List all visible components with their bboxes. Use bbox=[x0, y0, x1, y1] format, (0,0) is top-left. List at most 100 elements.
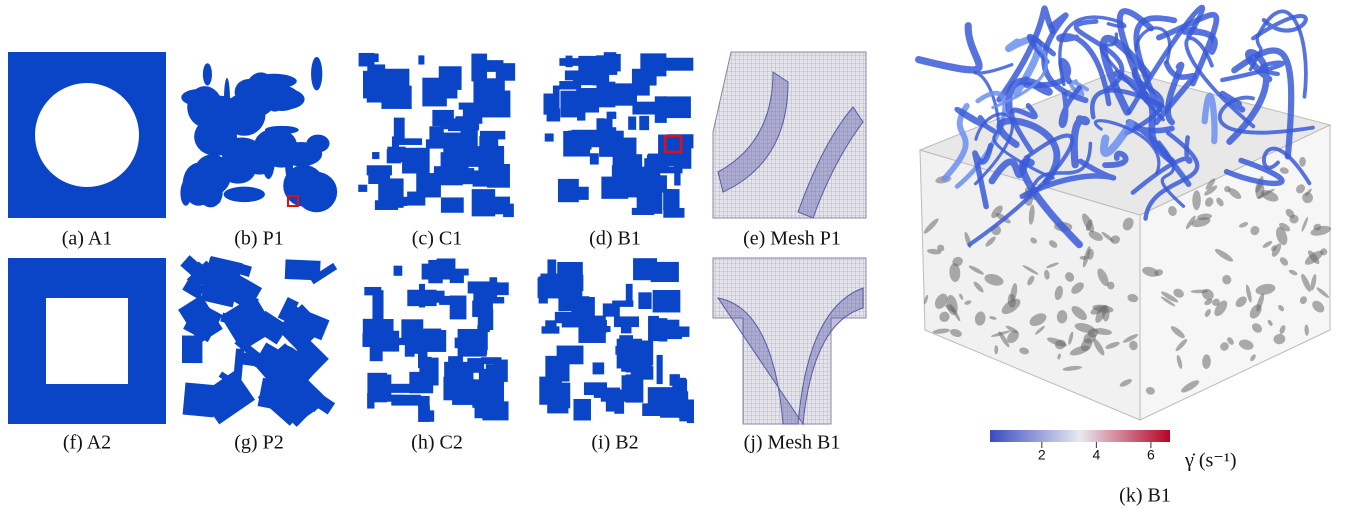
highlight bbox=[287, 195, 299, 207]
solid bbox=[540, 273, 566, 298]
solid bbox=[358, 52, 375, 67]
solid bbox=[223, 186, 265, 203]
panel bbox=[358, 258, 516, 424]
solid bbox=[370, 53, 379, 63]
pore bbox=[1088, 230, 1103, 241]
solid bbox=[653, 175, 661, 195]
solid bbox=[401, 319, 424, 340]
solid bbox=[554, 311, 566, 324]
solid bbox=[631, 207, 655, 215]
solid bbox=[404, 332, 415, 357]
pore bbox=[1110, 235, 1120, 244]
pore bbox=[1214, 300, 1228, 317]
solid bbox=[663, 207, 685, 218]
solid bbox=[398, 196, 426, 206]
pore bbox=[1279, 257, 1289, 266]
pore bbox=[1214, 248, 1234, 262]
solid bbox=[602, 303, 620, 317]
solid bbox=[380, 68, 410, 92]
solid bbox=[656, 319, 680, 328]
streamline bbox=[1004, 35, 1042, 97]
pore bbox=[1285, 208, 1295, 218]
solid bbox=[367, 93, 397, 101]
streamline bbox=[991, 45, 1049, 110]
pore bbox=[1224, 185, 1231, 193]
solid bbox=[477, 309, 494, 331]
solid bbox=[407, 191, 422, 200]
solid bbox=[592, 362, 605, 375]
streamline bbox=[1251, 13, 1308, 41]
solid bbox=[658, 318, 668, 342]
pore bbox=[1185, 215, 1196, 230]
solid bbox=[547, 392, 569, 414]
pore bbox=[1276, 227, 1288, 246]
pore bbox=[1197, 213, 1212, 221]
pore bbox=[1249, 304, 1262, 319]
solid bbox=[481, 357, 502, 365]
pore bbox=[1273, 333, 1286, 345]
pore bbox=[974, 311, 986, 326]
streamline bbox=[1262, 146, 1312, 186]
solid bbox=[640, 167, 653, 180]
solid bbox=[391, 136, 400, 158]
pore bbox=[1301, 273, 1312, 292]
pore bbox=[1216, 197, 1224, 207]
pore bbox=[1302, 192, 1314, 204]
pore bbox=[1304, 324, 1309, 336]
pore bbox=[1168, 205, 1177, 217]
solid bbox=[398, 138, 423, 145]
pore bbox=[1119, 379, 1132, 387]
pore bbox=[1176, 354, 1183, 369]
highlight bbox=[663, 134, 683, 154]
pore bbox=[1054, 339, 1066, 350]
pore bbox=[1205, 197, 1214, 207]
streamline bbox=[1201, 92, 1218, 145]
solid bbox=[648, 315, 659, 342]
caption: (k) B1 bbox=[1119, 485, 1171, 507]
solid bbox=[419, 396, 428, 416]
pore bbox=[1105, 341, 1120, 349]
pore bbox=[1304, 250, 1323, 265]
colorbar-tick-label: 6 bbox=[1147, 447, 1155, 463]
solid bbox=[628, 116, 637, 130]
solid bbox=[285, 144, 294, 182]
pore bbox=[35, 83, 139, 187]
solid bbox=[429, 126, 444, 143]
panel bbox=[712, 51, 867, 219]
pore bbox=[952, 256, 963, 267]
solid bbox=[669, 374, 680, 386]
solid bbox=[182, 277, 206, 300]
pore bbox=[1204, 309, 1211, 317]
mesh bbox=[712, 51, 867, 219]
streamline bbox=[1102, 150, 1129, 168]
colorbar-tick-label: 4 bbox=[1092, 447, 1100, 463]
solid bbox=[603, 52, 617, 75]
pore bbox=[1145, 386, 1155, 395]
solid bbox=[194, 197, 221, 206]
pore bbox=[949, 263, 961, 283]
solid bbox=[452, 134, 478, 164]
pore bbox=[1082, 246, 1091, 268]
panel bbox=[178, 255, 338, 427]
pore bbox=[973, 281, 984, 293]
solid bbox=[367, 372, 388, 403]
solid bbox=[599, 127, 617, 157]
pore bbox=[1062, 365, 1082, 371]
solid bbox=[374, 200, 399, 210]
solid bbox=[544, 133, 554, 142]
panel bbox=[8, 52, 166, 218]
solid bbox=[439, 295, 459, 305]
pore bbox=[1212, 298, 1220, 306]
pore bbox=[46, 298, 128, 384]
solid bbox=[220, 137, 263, 166]
solid bbox=[448, 356, 464, 384]
solid bbox=[477, 325, 490, 333]
pore bbox=[923, 294, 929, 305]
pore bbox=[1161, 291, 1179, 303]
solid bbox=[284, 305, 330, 341]
pore bbox=[1046, 262, 1059, 269]
solid bbox=[207, 110, 249, 133]
pore bbox=[1068, 331, 1074, 345]
solid bbox=[418, 55, 425, 65]
pore bbox=[1192, 190, 1201, 211]
